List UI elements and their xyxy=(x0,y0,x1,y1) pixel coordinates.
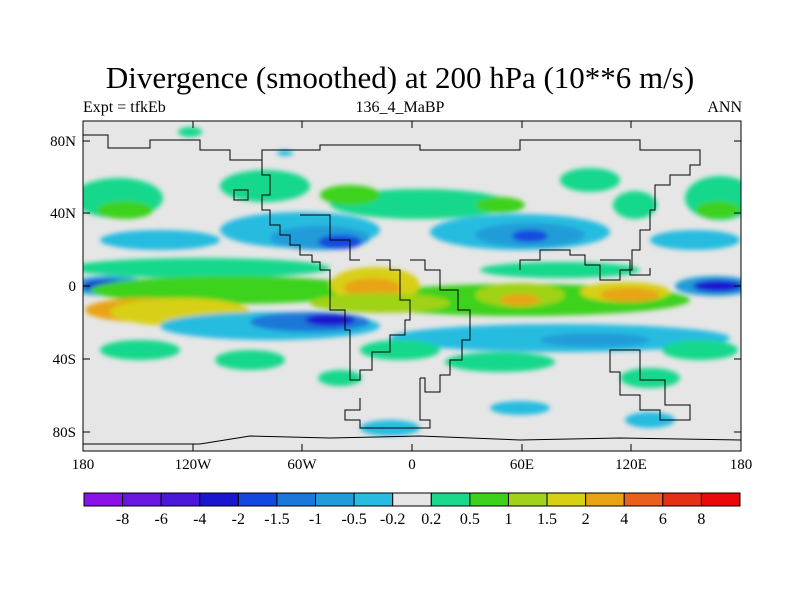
case-label: 136_4_MaBP xyxy=(355,99,445,116)
coastlines xyxy=(83,134,741,445)
lat-label-40n: 40N xyxy=(50,206,76,222)
colorbar-label: 0.2 xyxy=(421,511,442,528)
lat-label-40s: 40S xyxy=(52,352,76,368)
colorbar-swatch xyxy=(585,492,625,507)
colorbar-label: 0.5 xyxy=(459,511,480,528)
colorbar-swatch xyxy=(237,492,278,507)
lon-label-60w: 60W xyxy=(287,457,317,473)
colorbar-swatch xyxy=(700,492,741,507)
axis-ticks xyxy=(83,121,741,451)
plot-title: Divergence (smoothed) at 200 hPa (10**6 … xyxy=(105,60,695,95)
lat-label-0: 0 xyxy=(68,279,77,295)
colorbar-swatch xyxy=(160,492,201,507)
colorbar-swatch xyxy=(507,492,548,507)
colorbar-swatch xyxy=(469,492,509,507)
lon-label-180w: 180 xyxy=(71,457,95,473)
colorbar-label: 1 xyxy=(504,511,513,528)
colorbar xyxy=(83,492,741,507)
lon-label-60e: 60E xyxy=(509,457,535,473)
colorbar-swatch xyxy=(199,492,239,507)
colorbar-label: -1 xyxy=(308,511,323,528)
divergence-field xyxy=(83,121,741,451)
lat-label-80s: 80S xyxy=(52,425,76,441)
colorbar-label: -0.2 xyxy=(380,511,406,528)
lon-label-0: 0 xyxy=(408,457,416,473)
colorbar-label: 8 xyxy=(697,511,706,528)
colorbar-swatch xyxy=(546,492,587,507)
colorbar-swatch xyxy=(83,492,124,507)
lon-label-120e: 120E xyxy=(615,457,647,473)
colorbar-label: 2 xyxy=(581,511,590,528)
season-label: ANN xyxy=(707,99,742,116)
colorbar-swatch xyxy=(430,492,471,507)
colorbar-label: -4 xyxy=(193,511,207,528)
experiment-label: Expt = tfkEb xyxy=(83,99,166,116)
lon-label-180e: 180 xyxy=(729,457,753,473)
colorbar-label: -0.5 xyxy=(341,511,367,528)
colorbar-swatch xyxy=(623,492,664,507)
colorbar-label: -2 xyxy=(231,511,245,528)
colorbar-swatch xyxy=(353,492,394,507)
lon-label-120w: 120W xyxy=(174,457,212,473)
colorbar-label: 1.5 xyxy=(537,511,558,528)
lat-label-80n: 80N xyxy=(50,134,76,150)
colorbar-label: 4 xyxy=(620,511,629,528)
colorbar-swatch xyxy=(315,492,355,507)
colorbar-label: -6 xyxy=(154,511,168,528)
colorbar-label: 6 xyxy=(658,511,667,528)
colorbar-swatch xyxy=(662,492,702,507)
colorbar-label: -8 xyxy=(115,511,130,528)
colorbar-label: -1.5 xyxy=(264,511,290,528)
colorbar-swatch xyxy=(122,492,162,507)
colorbar-swatch xyxy=(276,492,317,507)
colorbar-swatch xyxy=(392,492,432,507)
